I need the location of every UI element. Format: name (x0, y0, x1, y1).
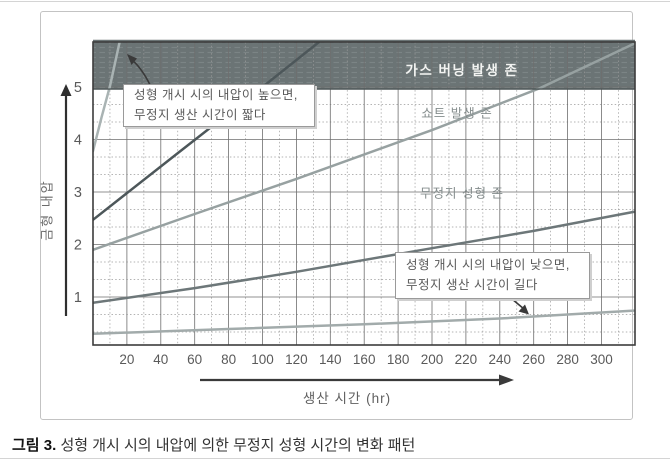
x-tick-label: 80 (221, 352, 236, 367)
annotation-arrow-low (511, 298, 525, 310)
plot-border (92, 41, 636, 346)
annotation-line: 성형 개시 시의 내압이 낮으면, (406, 258, 570, 273)
x-tick-label: 300 (590, 352, 613, 367)
annotation-line: 무정지 생산 시간이 짧다 (134, 107, 266, 122)
annotation-arrow-low-head (518, 304, 529, 315)
x-axis-title: 생산 시간 (hr) (302, 391, 392, 406)
annotation-box-low-pressure: 성형 개시 시의 내압이 낮으면, 무정지 생산 시간이 길다 (395, 252, 590, 299)
y-tick-label: 4 (74, 133, 82, 149)
x-tick-label: 100 (251, 352, 274, 367)
y-axis-title: 금형 내압 (39, 179, 55, 241)
series-line-4 (93, 210, 635, 305)
x-tick-label: 120 (285, 352, 308, 367)
x-tick-label: 240 (489, 352, 512, 367)
annotation-box-high-pressure: 성형 개시 시의 내압이 높으면, 무정지 생산 시간이 짧다 (123, 84, 315, 127)
y-tick-label: 2 (74, 238, 82, 254)
x-tick-label: 260 (522, 352, 545, 367)
annotation-line: 성형 개시 시의 내압이 높으면, (134, 88, 298, 103)
x-axis-arrow-head (499, 374, 514, 386)
x-tick-label: 200 (421, 352, 444, 367)
series-line-1-highest-start-pressure (93, 42, 121, 153)
x-tick-label: 40 (153, 352, 168, 367)
y-tick-label: 5 (74, 80, 82, 96)
y-tick-label: 3 (74, 185, 82, 201)
annotation-line: 무정지 생산 시간이 길다 (406, 277, 538, 292)
caption-number: 그림 3. (12, 437, 57, 454)
top-rule (0, 1, 670, 2)
x-tick-label: 60 (187, 352, 202, 367)
y-tick-label: 1 (74, 290, 82, 306)
x-tick-label: 220 (455, 352, 478, 367)
x-tick-label: 280 (556, 352, 579, 367)
caption-text: 성형 개시 시의 내압에 의한 무정지 성형 시간의 변화 패턴 (56, 437, 416, 454)
x-tick-label: 160 (353, 352, 376, 367)
bottom-rule (0, 458, 670, 459)
y-axis-arrow-head (60, 84, 72, 96)
x-tick-label: 20 (119, 352, 134, 367)
annotation-arrow-high-head (127, 54, 137, 65)
zone-label-non-stop-molding: 무정지 성형 존 (420, 186, 504, 201)
series-line-5-lowest-start-pressure (93, 309, 635, 336)
zone-label-short-shot: 쇼트 발생 존 (421, 106, 493, 121)
figure-caption: 그림 3. 성형 개시 시의 내압에 의한 무정지 성형 시간의 변화 패턴 (12, 434, 415, 455)
zone-label-gas-burning: 가스 버닝 발생 존 (405, 63, 519, 78)
x-tick-label: 140 (319, 352, 342, 367)
series-line-3 (93, 42, 635, 252)
x-tick-label: 180 (387, 352, 410, 367)
